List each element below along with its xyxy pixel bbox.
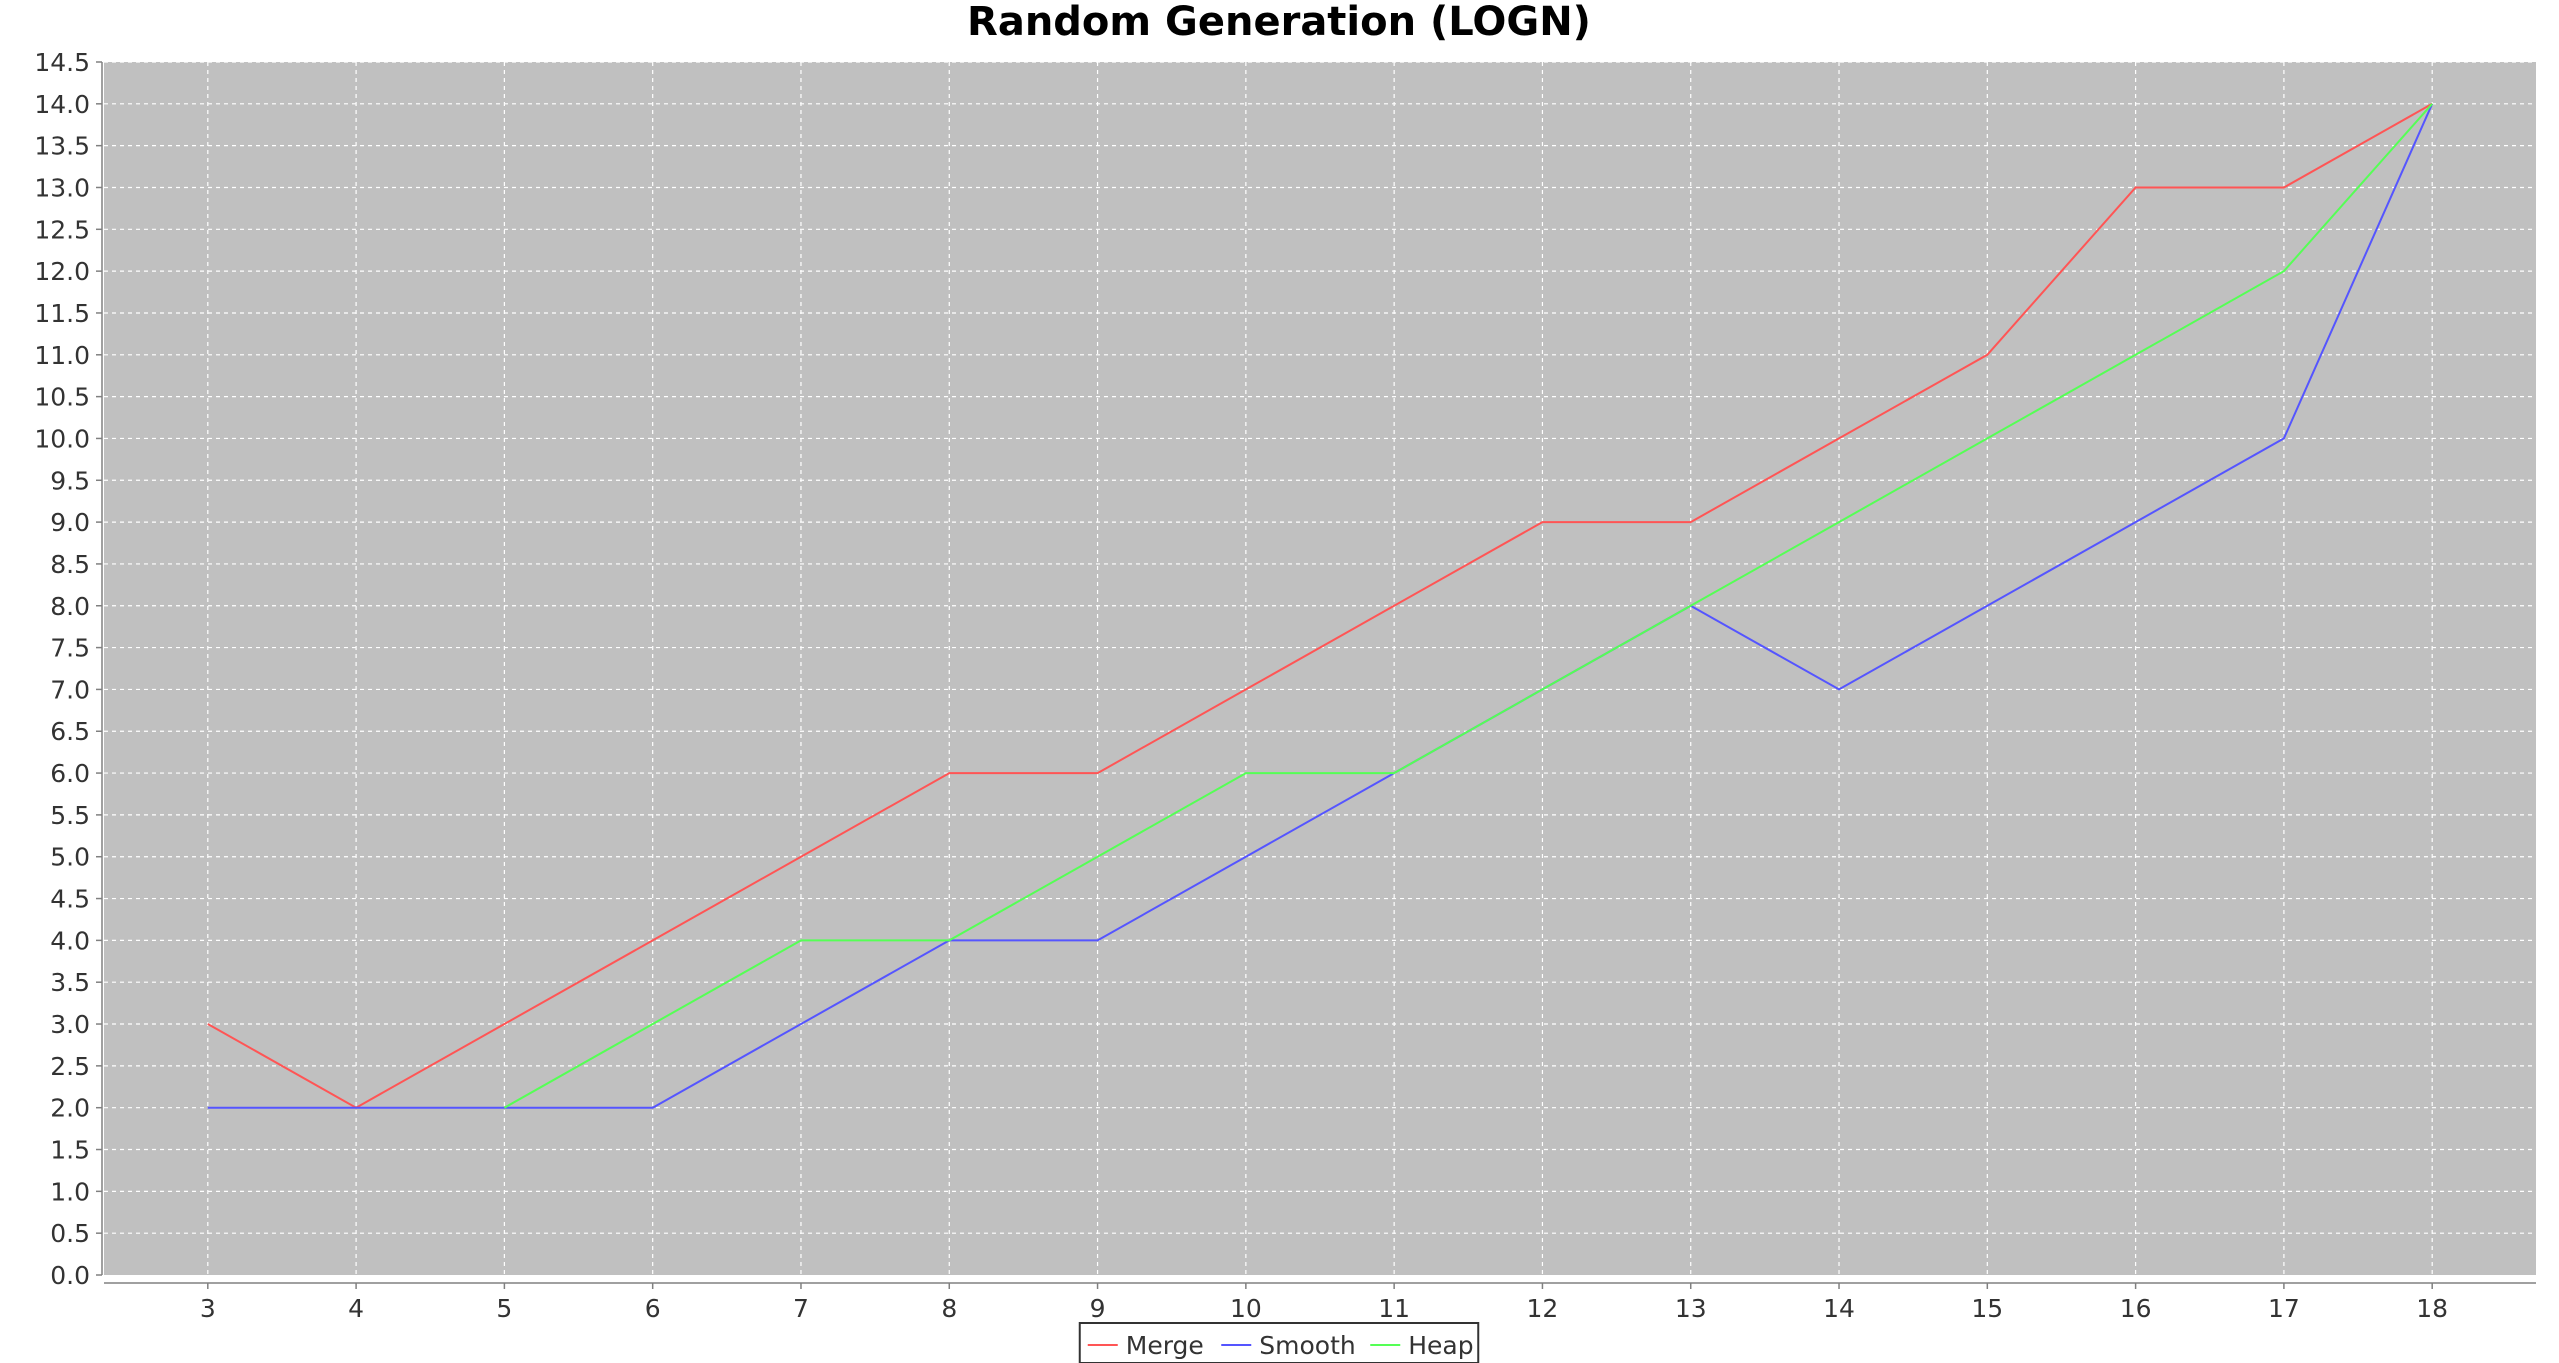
x-tick-label: 11 (1378, 1294, 1410, 1323)
x-tick-label: 13 (1675, 1294, 1707, 1323)
y-tick-label: 8.5 (50, 550, 90, 579)
legend-box (1078, 1322, 1480, 1363)
y-tick-label: 11.5 (34, 299, 90, 328)
x-tick-label: 4 (348, 1294, 364, 1323)
series-line-heap (503, 103, 2433, 1109)
series-line-smooth (207, 103, 2434, 1109)
y-axis-ticks: 0.0 0.5 1.0 1.5 2.0 2.5 3.0 3.5 4.0 4.5 5.0 5.5 6.0 6… (34, 48, 102, 1290)
y-tick-label: 12.5 (34, 215, 90, 244)
y-tick-label: 5.5 (50, 801, 90, 830)
x-tick-label: 18 (2416, 1294, 2448, 1323)
y-tick-label: 11.0 (34, 341, 90, 370)
legend-label-heap: Heap (1408, 1331, 1473, 1360)
y-tick-label: 7.5 (50, 634, 90, 663)
axes (101, 62, 2536, 1284)
chart-title: Random Generation (LOGN) (967, 0, 1591, 45)
y-tick-label: 12.0 (34, 257, 90, 286)
x-tick-label: 10 (1230, 1294, 1262, 1323)
x-tick-label: 3 (200, 1294, 216, 1323)
series-lines (207, 102, 2434, 1109)
plot-area (104, 62, 2536, 1275)
x-tick-label: 12 (1527, 1294, 1559, 1323)
x-tick-label: 6 (645, 1294, 661, 1323)
y-tick-label: 10.0 (34, 424, 90, 453)
legend-label-smooth: Smooth (1259, 1331, 1355, 1360)
x-tick-label: 15 (1971, 1294, 2003, 1323)
y-tick-label: 6.5 (50, 717, 90, 746)
y-tick-label: 0.5 (50, 1219, 90, 1248)
x-tick-label: 17 (2268, 1294, 2300, 1323)
grid (104, 61, 2536, 1275)
y-tick-label: 7.0 (50, 675, 90, 704)
y-tick-label: 4.5 (50, 885, 90, 914)
legend: Merge Smooth Heap (1078, 1322, 1480, 1363)
y-tick-label: 2.0 (50, 1094, 90, 1123)
y-tick-label: 8.0 (50, 592, 90, 621)
y-tick-label: 6.0 (50, 759, 90, 788)
y-tick-label: 9.0 (50, 508, 90, 537)
x-tick-label: 14 (1823, 1294, 1855, 1323)
y-tick-label: 14.0 (34, 90, 90, 119)
x-tick-label: 5 (496, 1294, 512, 1323)
y-tick-label: 3.5 (50, 968, 90, 997)
x-tick-label: 9 (1090, 1294, 1106, 1323)
y-tick-label: 1.5 (50, 1136, 90, 1165)
y-tick-label: 5.0 (50, 843, 90, 872)
y-tick-label: 1.0 (50, 1177, 90, 1206)
y-tick-label: 0.0 (50, 1261, 90, 1290)
x-tick-label: 7 (793, 1294, 809, 1323)
y-tick-label: 13.0 (34, 173, 90, 202)
y-tick-label: 2.5 (50, 1052, 90, 1081)
y-tick-label: 3.0 (50, 1010, 90, 1039)
y-tick-label: 13.5 (34, 132, 90, 161)
y-tick-label: 9.5 (50, 466, 90, 495)
y-tick-label: 14.5 (34, 48, 90, 77)
y-tick-label: 4.0 (50, 926, 90, 955)
legend-label-merge: Merge (1126, 1331, 1204, 1360)
y-tick-label: 10.5 (34, 383, 90, 412)
series-line-merge (207, 102, 2433, 1109)
x-axis-ticks: 3 4 5 6 7 8 9 10 11 12 13 14 15 16 17 18 (200, 1283, 2448, 1323)
x-tick-label: 16 (2120, 1294, 2152, 1323)
x-tick-label: 8 (941, 1294, 957, 1323)
